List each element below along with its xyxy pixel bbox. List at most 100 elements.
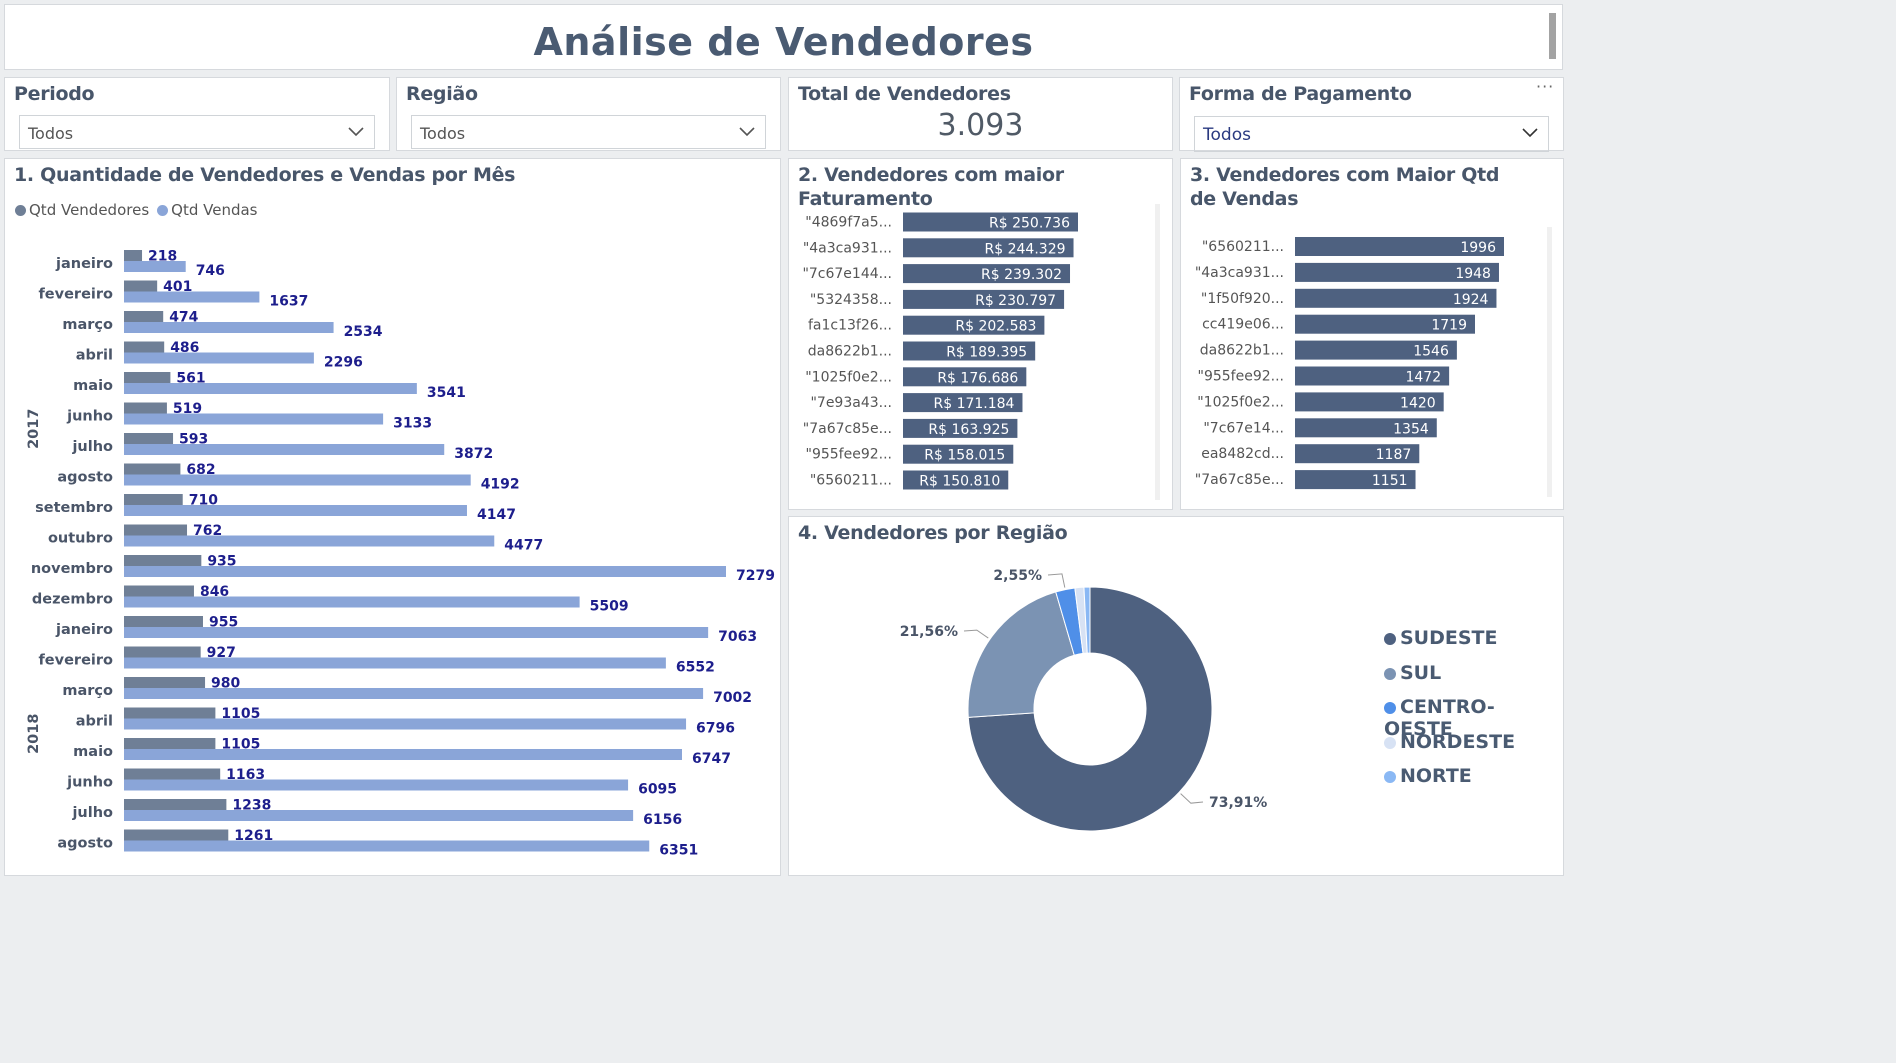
data-label-vendedores: 561 xyxy=(176,371,205,387)
legend-label: NORTE xyxy=(1400,765,1472,787)
bar-vendas[interactable] xyxy=(124,749,683,760)
pie-leader-line xyxy=(963,629,989,639)
month-tick-label: agosto xyxy=(57,836,113,852)
data-label-vendedores: 593 xyxy=(179,432,208,448)
pie-slice-sul[interactable] xyxy=(967,591,1075,718)
bar-vendas[interactable] xyxy=(124,474,471,486)
bar-vendas[interactable] xyxy=(124,505,467,516)
regiao-dropdown[interactable]: Todos xyxy=(411,115,766,149)
legend-item-norte[interactable]: NORTE xyxy=(1384,765,1563,800)
bar-value-label: R$ 176.686 xyxy=(937,370,1018,386)
bar-vendas[interactable] xyxy=(124,840,650,852)
bar-vendedores[interactable] xyxy=(124,555,202,566)
more-options-icon[interactable]: ··· xyxy=(1536,77,1555,96)
bar-vendedores[interactable] xyxy=(124,799,227,810)
bar-vendas[interactable] xyxy=(124,352,314,364)
seller-bar[interactable] xyxy=(1295,470,1416,490)
seller-bar[interactable] xyxy=(1295,262,1499,282)
bar-vendas[interactable] xyxy=(124,322,334,333)
seller-bar[interactable] xyxy=(1295,314,1475,334)
chart2-scrollbar[interactable] xyxy=(1155,204,1160,500)
bar-vendas[interactable] xyxy=(124,444,445,455)
bar-vendedores[interactable] xyxy=(124,494,183,505)
bar-vendedores[interactable] xyxy=(124,402,167,414)
bar-vendas[interactable] xyxy=(124,383,417,394)
bar-vendedores[interactable] xyxy=(124,372,171,383)
legend-item-vendedores[interactable]: Qtd Vendedores xyxy=(15,201,149,219)
legend-item-nordeste[interactable]: NORDESTE xyxy=(1384,731,1563,766)
bar-vendedores[interactable] xyxy=(124,311,164,322)
legend-item-sul[interactable]: SUL xyxy=(1384,662,1563,697)
bar-vendas[interactable] xyxy=(124,657,666,669)
bar-value-label: R$ 230.797 xyxy=(975,293,1056,309)
seller-bar[interactable] xyxy=(903,418,1018,438)
seller-bar[interactable] xyxy=(903,444,1014,464)
bar-vendedores[interactable] xyxy=(124,280,158,292)
seller-bar[interactable] xyxy=(903,264,1071,284)
bar-vendedores[interactable] xyxy=(124,524,188,536)
seller-bar[interactable] xyxy=(1295,418,1437,438)
title-scrollbar[interactable] xyxy=(1549,13,1556,59)
bar-vendedores[interactable] xyxy=(124,768,221,780)
bar-vendedores[interactable] xyxy=(124,463,181,475)
seller-bar[interactable] xyxy=(903,289,1065,309)
month-tick-label: julho xyxy=(71,805,113,821)
seller-bar[interactable] xyxy=(1295,444,1420,464)
seller-bar[interactable] xyxy=(1295,340,1457,360)
bar-vendas[interactable] xyxy=(124,596,580,608)
pie-data-label: 2,55% xyxy=(993,568,1042,584)
seller-tick-label: fa1c13f26... xyxy=(808,318,892,334)
legend-item-sudeste[interactable]: SUDESTE xyxy=(1384,627,1563,662)
seller-bar[interactable] xyxy=(903,315,1045,335)
seller-bar[interactable] xyxy=(1295,237,1504,256)
seller-bar[interactable] xyxy=(1295,366,1450,386)
pagamento-label: Forma de Pagamento xyxy=(1189,83,1412,105)
bar-vendas[interactable] xyxy=(124,810,634,821)
legend-item-vendas[interactable]: Qtd Vendas xyxy=(157,201,257,219)
page-title: Análise de Vendedores xyxy=(533,20,1034,64)
seller-bar[interactable] xyxy=(903,238,1074,258)
seller-bar[interactable] xyxy=(903,367,1027,387)
bar-vendas[interactable] xyxy=(124,291,260,303)
seller-bar[interactable] xyxy=(903,470,1009,490)
bar-vendas[interactable] xyxy=(124,566,726,577)
periodo-dropdown[interactable]: Todos xyxy=(19,115,375,149)
bar-vendas[interactable] xyxy=(124,413,384,425)
bar-vendedores[interactable] xyxy=(124,738,216,749)
bar-vendedores[interactable] xyxy=(124,250,143,261)
seller-bar[interactable] xyxy=(903,341,1036,361)
bar-vendas[interactable] xyxy=(124,779,629,791)
month-tick-label: janeiro xyxy=(55,622,113,638)
bar-vendedores[interactable] xyxy=(124,341,165,353)
data-label-vendedores: 486 xyxy=(170,340,199,356)
seller-tick-label: ea8482cd... xyxy=(1201,446,1284,462)
month-tick-label: dezembro xyxy=(32,592,113,608)
legend-item-centro-oeste[interactable]: CENTRO-OESTE xyxy=(1384,696,1563,740)
bar-vendedores[interactable] xyxy=(124,829,229,841)
bar-vendas[interactable] xyxy=(124,688,704,699)
seller-bar[interactable] xyxy=(903,212,1078,232)
seller-bar[interactable] xyxy=(1295,288,1497,308)
bar-vendedores[interactable] xyxy=(124,585,194,597)
bar-vendedores[interactable] xyxy=(124,646,201,658)
data-label-vendas: 6747 xyxy=(692,751,731,767)
pie-slice-norte[interactable] xyxy=(1083,586,1091,654)
legend-dot xyxy=(1384,667,1396,680)
month-tick-label: agosto xyxy=(57,470,113,486)
chart3-scrollbar[interactable] xyxy=(1547,227,1552,497)
bar-vendas[interactable] xyxy=(124,535,495,547)
bar-vendedores[interactable] xyxy=(124,433,174,444)
bar-vendedores[interactable] xyxy=(124,677,206,688)
bar-vendas[interactable] xyxy=(124,627,709,638)
bar-vendas[interactable] xyxy=(124,261,186,272)
seller-bar[interactable] xyxy=(1295,392,1444,412)
bar-vendedores[interactable] xyxy=(124,616,203,627)
seller-tick-label: "7c67e14... xyxy=(1203,420,1284,436)
bar-vendas[interactable] xyxy=(124,718,687,730)
seller-tick-label: "1025f0e2... xyxy=(805,369,892,385)
pagamento-dropdown[interactable]: Todos xyxy=(1194,116,1549,152)
bar-vendedores[interactable] xyxy=(124,707,216,719)
seller-bar[interactable] xyxy=(903,393,1023,413)
legend-label: SUDESTE xyxy=(1400,627,1498,649)
pie-slice-sudeste[interactable] xyxy=(967,586,1213,832)
